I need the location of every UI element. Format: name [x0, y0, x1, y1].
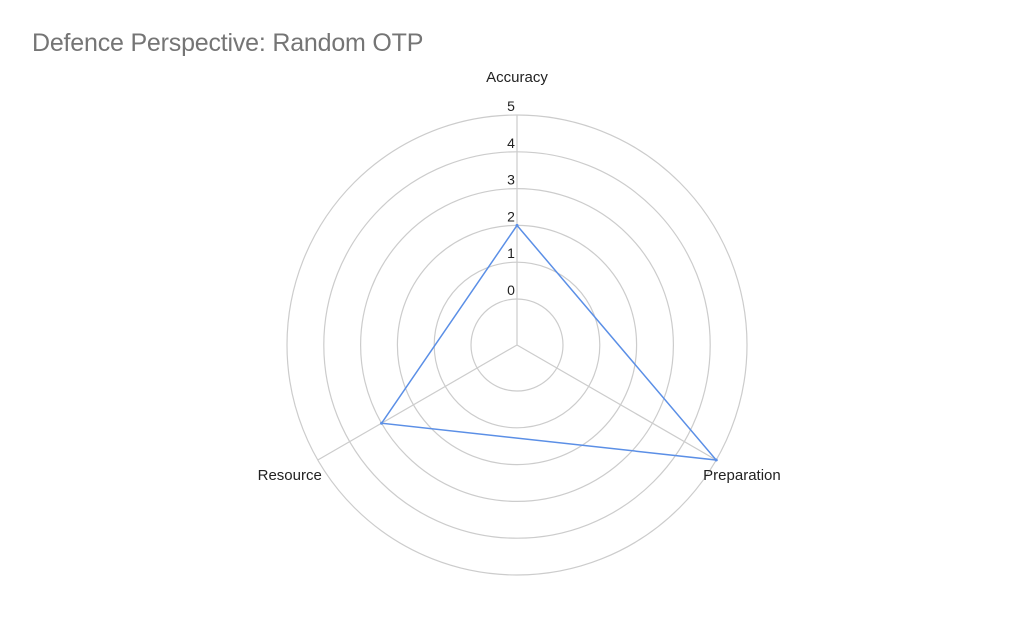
spoke-preparation [516, 344, 717, 461]
data-point-accuracy [515, 223, 519, 227]
axis-label-accuracy: Accuracy [486, 69, 548, 86]
data-point-preparation [714, 458, 718, 462]
radar-spokes [317, 115, 717, 461]
spoke-resource [317, 344, 518, 461]
radial-tick-labels: 0 1 2 3 4 5 [507, 98, 515, 298]
chart-title: Defence Perspective: Random OTP [32, 29, 424, 57]
radial-tick-label: 0 [507, 282, 515, 298]
axis-label-resource: Resource [258, 467, 322, 484]
radial-tick-label: 1 [507, 245, 515, 261]
series-line [380, 224, 718, 461]
radar-series [380, 223, 718, 462]
radial-tick-label: 3 [507, 172, 515, 188]
axis-labels: Accuracy Preparation Resource [258, 69, 781, 484]
data-point-resource [380, 421, 384, 425]
axis-label-preparation: Preparation [703, 467, 781, 484]
radial-tick-label: 5 [507, 98, 515, 114]
radial-tick-label: 2 [507, 208, 515, 224]
radial-tick-label: 4 [507, 135, 515, 151]
